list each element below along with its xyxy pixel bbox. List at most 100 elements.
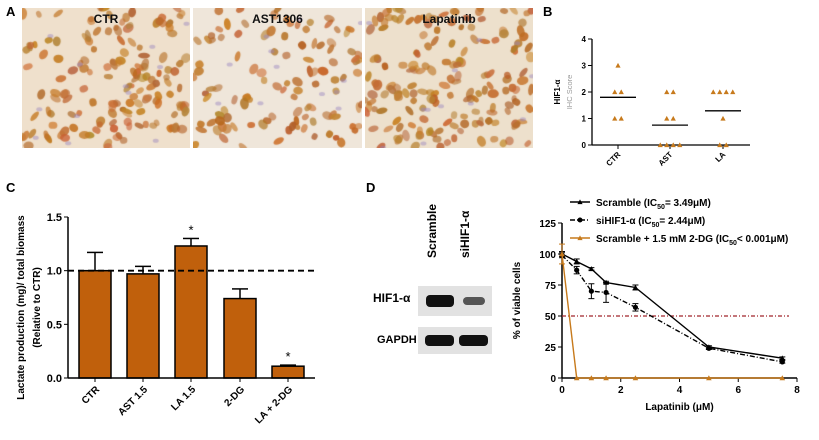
y-axis-label: Lactate production (mg)/ total biomass [16,215,27,400]
y-tick-label: 0.0 [47,373,62,385]
chart-b-ihc-score: 0 1 2 3 4 HIF1-α IHC Score CTR AST LA [553,35,750,168]
legend-marker [577,235,583,241]
legend-marker [577,217,583,223]
legend-marker [577,199,583,205]
legend-label: Scramble + 1.5 mM 2-DG (IC50< 0.001μM) [596,234,788,247]
micrograph-title: Lapatinib [422,12,476,26]
bar [126,273,160,379]
data-point [612,89,618,95]
chart-c-lactate: Lactate production (mg)/ total biomass (R… [16,212,315,426]
blot-hif1a [418,286,492,316]
data-point [574,267,580,273]
data-point [670,142,676,148]
bar [174,245,208,379]
series-line [561,254,783,363]
bar [223,297,257,379]
data-point [615,62,621,68]
y-tick-label: 4 [582,35,587,44]
data-point [677,142,683,148]
data-point [723,142,729,148]
data-point [717,142,723,148]
y-tick-label: 0 [550,374,556,385]
micrograph-title: CTR [93,12,119,26]
x-tick-label: AST [657,150,675,168]
x-tick-label: 4 [677,385,683,396]
micrograph-title: AST1306 [252,12,303,26]
data-point [670,89,676,95]
data-point [559,251,565,257]
data-point [632,284,639,290]
data-point [664,115,670,121]
x-tick-label: AST 1.5 [116,384,150,418]
blot-row-label: GAPDH [377,334,417,346]
data-point [670,115,676,121]
data-point [664,142,670,148]
x-tick-label: CTR [604,150,622,168]
data-point [603,289,609,296]
y-tick-label: 2 [582,88,587,97]
data-point [618,115,624,121]
y-axis-label: HIF1-α [553,79,562,104]
blot-row-label: HIF1-α [373,291,411,305]
data-point [632,304,639,310]
y-tick-label: 1.5 [47,212,62,224]
y-tick-label: 125 [539,219,556,230]
significance-mark: * [285,349,290,364]
y-axis-label: IHC Score [565,75,574,110]
chart-d-viability: 0 25 50 75 100 125 0 2 4 6 8 Lapatinib (μM) % of via… [512,198,800,413]
legend-label: siHIF1-α (IC50= 2.44μM) [596,216,705,229]
data-point [664,89,670,95]
micrograph-ast1306: AST1306 [193,8,362,148]
blot-lane-label: Scramble [425,203,439,258]
data-point [588,288,594,294]
data-point [632,375,639,381]
x-tick-label: 8 [794,385,800,396]
data-point [706,345,712,351]
bar [78,269,112,379]
data-point [588,266,595,272]
x-axis-label: Lapatinib (μM) [645,402,713,413]
data-point [573,375,580,381]
data-point [612,115,618,121]
panel-label-b: B [543,4,553,19]
panel-label-a: A [6,4,16,19]
data-point [657,142,663,148]
data-point [710,89,716,95]
x-tick-label: LA [714,150,728,164]
blot-gapdh [418,327,492,354]
y-tick-label: 50 [545,312,557,323]
series-line [561,253,783,359]
panel-label-d: D [366,180,376,195]
data-point [573,258,580,264]
x-tick-label: LA + 2-DG [253,384,295,426]
bar [271,365,305,379]
data-point [723,89,729,95]
y-axis-label: (Relative to CTR) [32,267,43,348]
legend-label: Scramble (IC50= 3.49μM) [596,198,711,211]
data-point [779,355,786,361]
data-point [588,375,595,381]
y-tick-label: 1.0 [47,266,62,278]
y-tick-label: 75 [545,281,557,292]
micrograph-lapatinib: Lapatinib [365,8,533,148]
data-point [618,89,624,95]
y-tick-label: 25 [545,343,557,354]
x-tick-label: 2-DG [222,384,247,409]
data-point [730,89,736,95]
micrograph-ctr: CTR [22,8,190,148]
blot-lane-label: siHIF1-α [458,210,472,258]
y-tick-label: 0 [582,141,587,150]
x-tick-label: 2 [618,385,624,396]
panel-label-c: C [6,180,16,195]
y-axis-label: % of viable cells [512,261,523,339]
x-tick-label: 6 [735,385,741,396]
significance-mark: * [188,222,193,237]
data-point [779,375,786,381]
y-tick-label: 3 [582,62,587,71]
y-tick-label: 100 [539,250,556,261]
data-point [779,359,785,365]
y-tick-label: 0.5 [47,319,62,331]
y-tick-label: 1 [582,115,587,124]
data-point [717,89,723,95]
x-tick-label: CTR [80,384,103,407]
